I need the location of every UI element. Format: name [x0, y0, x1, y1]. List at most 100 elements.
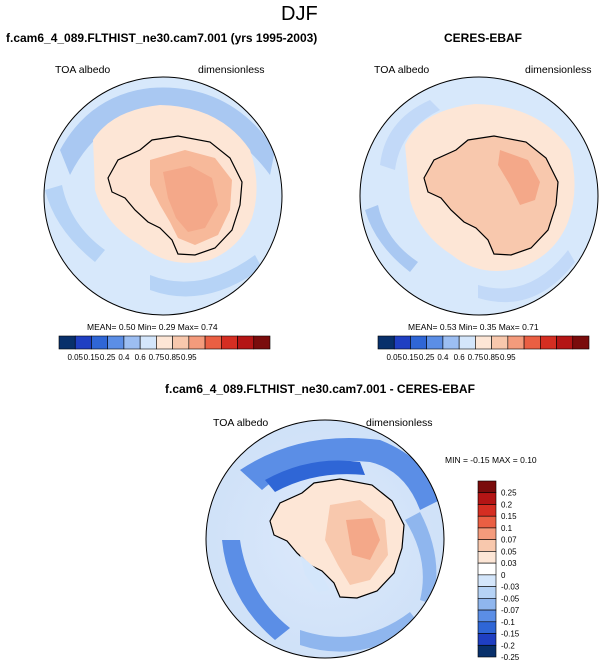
diff-map-negative-band-west — [222, 540, 290, 640]
right-colorbar-tick-label: 0.6 — [454, 353, 466, 362]
diff-colorbar-swatch — [477, 562, 497, 576]
diff-map-negative-ross — [300, 555, 330, 592]
diff-stats: MIN = -0.15 MAX = 0.10 — [445, 455, 537, 465]
diff-colorbar-swatch — [477, 609, 497, 623]
left-colorbar-tick-label: 0.85 — [165, 353, 181, 362]
left-map-ocean-band-west — [45, 185, 105, 262]
right-map — [359, 76, 599, 316]
left-colorbar-swatch — [188, 335, 206, 350]
diff-map-negative-band-east — [405, 512, 437, 604]
diff-colorbar-tick-label: 0.25 — [501, 489, 517, 498]
left-colorbar-tick-label: 0.6 — [135, 353, 147, 362]
left-colorbar-swatch — [237, 335, 255, 350]
diff-colorbar-tick-label: -0.03 — [501, 583, 520, 592]
left-colorbar-swatch — [156, 335, 173, 350]
left-colorbar-swatch — [123, 335, 141, 350]
left-map — [43, 76, 283, 316]
diff-colorbar-swatch — [477, 539, 497, 552]
left-panel-title: f.cam6_4_089.FLTHIST_ne30.cam7.001 (yrs … — [6, 31, 318, 45]
left-map-border — [43, 76, 283, 316]
right-map-ocean-band-west — [365, 205, 418, 272]
diff-colorbar-tick-label: 0.05 — [501, 547, 517, 556]
diff-colorbar: 0.25 0.2 0.15 0.1 0.07 0.05 0.03 0 -0.03 -0.05 -0.… — [477, 480, 520, 662]
left-map-antarctica-core — [163, 166, 218, 232]
left-map-ocean-band-south — [150, 255, 262, 297]
diff-panel-title: f.cam6_4_089.FLTHIST_ne30.cam7.001 - CER… — [165, 382, 475, 396]
diff-colorbar-tick-label: -0.07 — [501, 606, 520, 615]
diff-colorbar-tick-label: -0.1 — [501, 618, 515, 627]
right-colorbar-tick-label: 0.4 — [437, 353, 449, 362]
diff-colorbar-swatch — [477, 527, 497, 540]
right-colorbar-swatch — [540, 335, 557, 350]
diff-colorbar-swatch — [477, 515, 497, 529]
left-stats: MEAN= 0.50 Min= 0.29 Max= 0.74 — [87, 322, 218, 332]
right-colorbar-tick-label: 0.75 — [468, 353, 484, 362]
diff-colorbar-swatch — [477, 492, 497, 505]
left-colorbar-swatch — [107, 335, 125, 350]
right-colorbar: 0.05 0.15 0.25 0.4 0.6 0.75 0.85 0.95 — [377, 335, 590, 362]
right-units-label: dimensionless — [525, 64, 592, 76]
diff-colorbar-swatch — [477, 551, 497, 564]
left-colorbar-tick-label: 0.15 — [84, 353, 100, 362]
right-map-border — [359, 76, 599, 316]
diff-map-negative-core-north — [265, 460, 365, 492]
diff-colorbar-swatch — [477, 480, 497, 494]
right-colorbar-swatch — [458, 335, 476, 350]
right-colorbar-swatch — [426, 335, 444, 350]
diff-colorbar-tick-label: 0 — [501, 571, 506, 580]
left-colorbar-tick-label: 0.95 — [181, 353, 197, 362]
right-colorbar-swatch — [507, 335, 525, 350]
diff-colorbar-tick-label: -0.05 — [501, 594, 520, 603]
right-colorbar-swatch — [491, 335, 509, 350]
diff-map-negative-band-north — [240, 438, 440, 510]
diff-colorbar-tick-label: 0.2 — [501, 500, 513, 509]
left-colorbar-swatch — [253, 335, 271, 350]
left-colorbar-swatch — [74, 335, 92, 350]
right-colorbar-tick-label: 0.25 — [419, 353, 435, 362]
left-colorbar: 0.05 0.15 0.25 0.4 0.6 0.75 0.85 0.95 — [58, 335, 271, 362]
diff-colorbar-tick-label: 0.03 — [501, 559, 517, 568]
left-colorbar-swatch — [58, 335, 76, 350]
diff-colorbar-tick-label: 0.15 — [501, 512, 517, 521]
diff-colorbar-swatch — [477, 586, 497, 599]
diff-units-label: dimensionless — [366, 417, 433, 429]
diff-map — [205, 419, 445, 659]
diff-colorbar-tick-label: -0.25 — [501, 653, 520, 662]
diff-variable-label: TOA albedo — [213, 417, 269, 429]
diff-colorbar-swatch — [477, 633, 497, 646]
left-colorbar-swatch — [221, 335, 238, 350]
right-colorbar-swatch — [377, 335, 395, 350]
right-map-antarctica-plateau — [498, 150, 540, 205]
diff-map-negative-band-south — [300, 612, 420, 652]
left-colorbar-tick-label: 0.25 — [100, 353, 116, 362]
right-colorbar-swatch — [475, 335, 492, 350]
diff-map-border — [205, 419, 445, 659]
left-colorbar-tick-label: 0.75 — [149, 353, 165, 362]
right-panel-title: CERES-EBAF — [444, 31, 523, 45]
right-stats: MEAN= 0.53 Min= 0.35 Max= 0.71 — [408, 322, 539, 332]
right-colorbar-swatch — [523, 335, 541, 350]
right-colorbar-tick-label: 0.85 — [484, 353, 500, 362]
left-colorbar-swatch — [91, 335, 108, 350]
left-colorbar-swatch — [172, 335, 190, 350]
right-map-ocean-band-northwest — [380, 100, 440, 170]
right-colorbar-swatch — [442, 335, 460, 350]
diff-colorbar-swatch — [477, 644, 497, 658]
diff-colorbar-tick-label: -0.15 — [501, 630, 520, 639]
diff-map-positive-core — [346, 518, 380, 560]
left-map-ocean-band-north — [60, 87, 275, 175]
right-colorbar-tick-label: 0.05 — [386, 353, 402, 362]
diff-colorbar-swatch — [477, 574, 497, 587]
diff-colorbar-swatch — [477, 621, 497, 634]
right-variable-label: TOA albedo — [374, 64, 430, 76]
left-colorbar-tick-label: 0.4 — [118, 353, 130, 362]
diff-colorbar-tick-label: 0.07 — [501, 536, 517, 545]
diff-colorbar-swatch — [477, 598, 497, 611]
left-colorbar-swatch — [204, 335, 222, 350]
left-colorbar-tick-label: 0.05 — [67, 353, 83, 362]
left-colorbar-swatch — [139, 335, 157, 350]
right-colorbar-swatch — [393, 335, 411, 350]
right-colorbar-tick-label: 0.15 — [403, 353, 419, 362]
right-colorbar-swatch — [410, 335, 427, 350]
